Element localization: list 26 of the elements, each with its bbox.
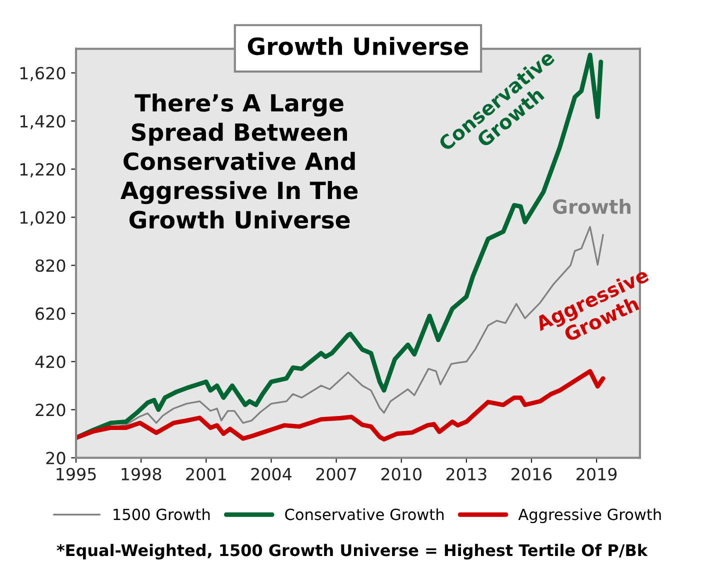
x-tick-label: 2010: [381, 468, 422, 480]
x-tick-label: 2001: [186, 468, 226, 480]
y-tick-label: 420: [35, 356, 66, 368]
x-tick-label: 2007: [316, 468, 356, 480]
x-tick-label: 1998: [122, 468, 162, 480]
y-tick-label: 1,220: [20, 163, 66, 178]
x-tick-label: 2016: [512, 468, 552, 480]
y-tick-label: 220: [36, 404, 66, 416]
line-series: [76, 368, 606, 442]
y-tick-label: 1,620: [20, 66, 66, 82]
y-tick-label: 20: [46, 452, 66, 464]
legend-label: 1500 Growth: [114, 508, 210, 520]
y-tick-label: 620: [36, 307, 66, 320]
annotation: Growth: [552, 198, 630, 214]
x-tick-label: 2019: [576, 468, 617, 480]
x-tick-label: 2013: [446, 468, 486, 480]
y-tick-label: 820: [36, 259, 66, 272]
x-tick-label: 2004: [251, 468, 292, 480]
legend-label: Conservative Growth: [285, 508, 444, 520]
text: *Equal-Weighted, 1500 Growth Universe = Highest Tertile Of P/Bk: [56, 544, 648, 560]
annotation: There’s A Large Spread Between Conservative And Aggressive In The Growth Universe: [120, 93, 358, 229]
y-tick-label: 1,420: [20, 114, 66, 130]
chart-title: Growth Universe: [248, 36, 468, 56]
legend-label: Aggressive Growth: [518, 508, 661, 524]
y-tick-label: 1,020: [20, 211, 66, 226]
x-tick-label: 1995: [56, 468, 96, 480]
